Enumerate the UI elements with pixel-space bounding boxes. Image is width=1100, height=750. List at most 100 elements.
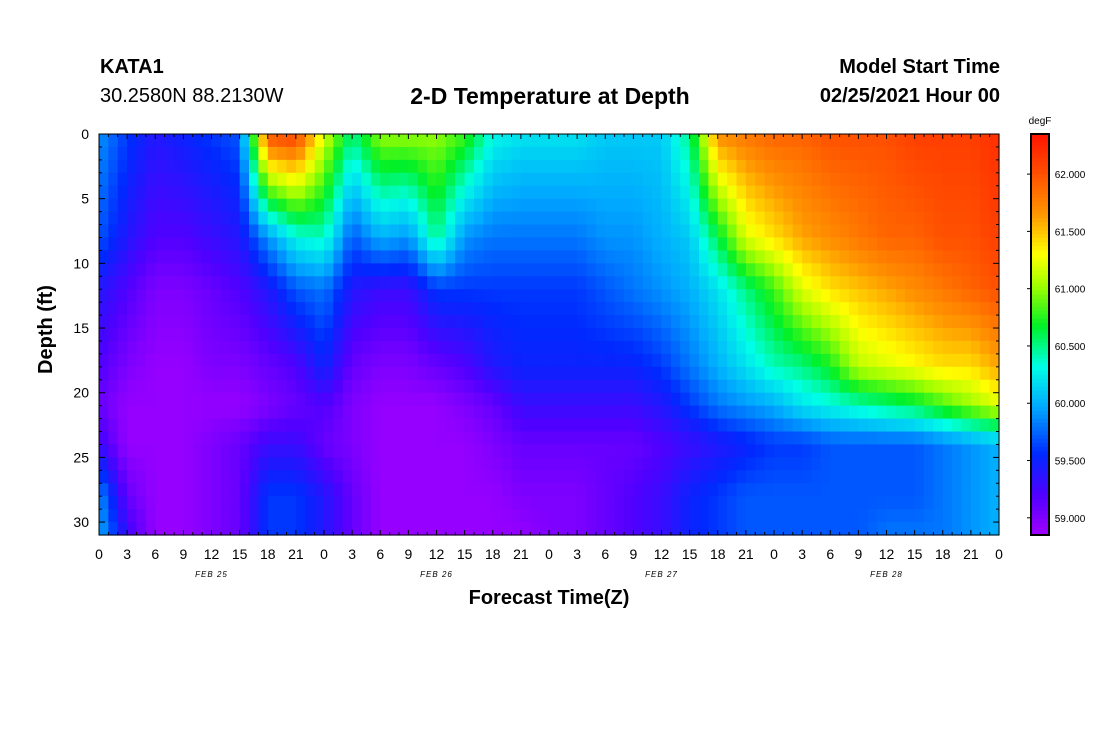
heatmap-cell: [464, 496, 475, 510]
heatmap-cell: [305, 185, 316, 200]
heatmap-cell: [220, 392, 231, 407]
heatmap-cell: [605, 172, 616, 187]
heatmap-cell: [483, 159, 494, 174]
heatmap-cell: [258, 134, 269, 148]
heatmap-cell: [952, 353, 963, 368]
heatmap-cell: [417, 237, 428, 252]
heatmap-cell: [220, 340, 231, 355]
heatmap-cell: [558, 224, 569, 239]
heatmap-cell: [370, 276, 381, 290]
heatmap-cell: [933, 315, 944, 329]
heatmap-cell: [445, 457, 456, 471]
heatmap-cell: [933, 211, 944, 226]
heatmap-cell: [989, 522, 1000, 536]
heatmap-cell: [230, 418, 241, 433]
heatmap-cell: [361, 483, 372, 497]
heatmap-cell: [858, 315, 869, 329]
heatmap-cell: [924, 224, 934, 239]
heatmap-cell: [989, 444, 1000, 458]
heatmap-cell: [605, 340, 616, 355]
heatmap-cell: [727, 431, 738, 446]
heatmap-cell: [952, 159, 963, 174]
heatmap-cell: [464, 457, 475, 471]
heatmap-cell: [792, 457, 803, 471]
heatmap-cell: [961, 392, 972, 407]
heatmap-cell: [595, 134, 606, 148]
heatmap-cell: [867, 392, 878, 407]
heatmap-cell: [708, 470, 719, 484]
heatmap-cell: [305, 211, 316, 226]
heatmap-cell: [567, 496, 578, 510]
heatmap-cell: [295, 172, 306, 187]
heatmap-cell: [717, 444, 728, 458]
heatmap-cell: [464, 353, 475, 368]
heatmap-cell: [970, 379, 981, 394]
heatmap-cell: [192, 522, 203, 536]
heatmap-cell: [745, 470, 756, 484]
heatmap-cell: [980, 198, 991, 213]
heatmap-cell: [314, 159, 325, 174]
heatmap-cell: [708, 198, 719, 213]
heatmap-cell: [624, 366, 634, 381]
heatmap-cell: [155, 431, 166, 446]
heatmap-cell: [924, 444, 934, 458]
heatmap-cell: [905, 224, 916, 239]
heatmap-cell: [202, 509, 213, 523]
heatmap-cell: [567, 340, 578, 355]
heatmap-cell: [174, 353, 184, 368]
heatmap-cell: [108, 315, 119, 329]
heatmap-cell: [905, 211, 916, 226]
heatmap-cell: [474, 302, 484, 316]
heatmap-cell: [108, 185, 119, 200]
heatmap-cell: [239, 302, 250, 316]
heatmap-cell: [933, 496, 944, 510]
heatmap-cell: [370, 146, 381, 161]
heatmap-cell: [661, 379, 672, 394]
heatmap-cell: [164, 483, 175, 497]
heatmap-cell: [830, 392, 841, 407]
heatmap-cell: [708, 263, 719, 277]
heatmap-cell: [736, 134, 747, 148]
heatmap-cell: [352, 159, 363, 174]
heatmap-cell: [820, 470, 831, 484]
heatmap-cell: [99, 302, 109, 316]
heatmap-cell: [267, 237, 278, 252]
heatmap-cell: [689, 328, 700, 342]
heatmap-cell: [755, 509, 766, 523]
heatmap-cell: [239, 159, 250, 174]
heatmap-cell: [539, 146, 550, 161]
heatmap-cell: [117, 159, 128, 174]
heatmap-cell: [286, 185, 297, 200]
heatmap-cell: [258, 198, 269, 213]
heatmap-cell: [614, 224, 625, 239]
heatmap-cell: [577, 379, 588, 394]
heatmap-cell: [961, 134, 972, 148]
colorbar-segment: [1031, 174, 1049, 179]
heatmap-cell: [849, 392, 859, 407]
heatmap-cell: [445, 522, 456, 536]
heatmap-cell: [136, 470, 147, 484]
heatmap-cell: [530, 379, 541, 394]
heatmap-cell: [708, 237, 719, 252]
heatmap-cell: [464, 315, 475, 329]
heatmap-cell: [455, 289, 466, 303]
heatmap-cell: [736, 457, 747, 471]
station-coordinates: 30.2580N 88.2130W: [100, 85, 284, 107]
heatmap-cell: [755, 302, 766, 316]
heatmap-cell: [577, 340, 588, 355]
heatmap-cell: [99, 276, 109, 290]
heatmap-cell: [164, 353, 175, 368]
heatmap-cell: [633, 405, 644, 420]
heatmap-cell: [249, 263, 259, 277]
heatmap-cell: [417, 509, 428, 523]
heatmap-cell: [192, 211, 203, 226]
heatmap-cell: [792, 431, 803, 446]
heatmap-cell: [577, 289, 588, 303]
heatmap-cell: [145, 483, 156, 497]
heatmap-cell: [961, 522, 972, 536]
heatmap-cell: [324, 315, 334, 329]
heatmap-cell: [436, 483, 447, 497]
heatmap-cell: [211, 483, 222, 497]
heatmap-cell: [886, 328, 897, 342]
heatmap-cell: [755, 431, 766, 446]
